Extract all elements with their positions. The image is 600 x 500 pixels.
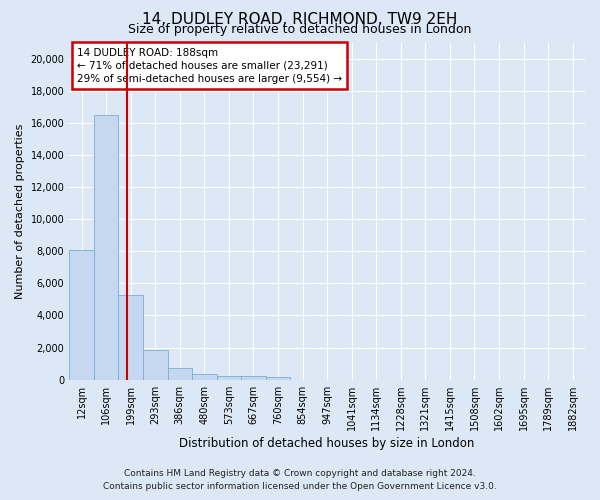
Bar — [94, 115, 118, 380]
Bar — [192, 374, 217, 380]
Y-axis label: Number of detached properties: Number of detached properties — [15, 124, 25, 299]
Text: Contains HM Land Registry data © Crown copyright and database right 2024.
Contai: Contains HM Land Registry data © Crown c… — [103, 469, 497, 491]
Bar — [118, 294, 143, 380]
Bar — [266, 376, 290, 380]
Bar — [167, 368, 192, 380]
Text: Size of property relative to detached houses in London: Size of property relative to detached ho… — [128, 22, 472, 36]
Bar — [217, 376, 241, 380]
Bar — [241, 376, 266, 380]
X-axis label: Distribution of detached houses by size in London: Distribution of detached houses by size … — [179, 437, 475, 450]
Bar — [143, 350, 167, 380]
Bar — [69, 250, 94, 380]
Text: 14 DUDLEY ROAD: 188sqm
← 71% of detached houses are smaller (23,291)
29% of semi: 14 DUDLEY ROAD: 188sqm ← 71% of detached… — [77, 48, 342, 84]
Text: 14, DUDLEY ROAD, RICHMOND, TW9 2EH: 14, DUDLEY ROAD, RICHMOND, TW9 2EH — [142, 12, 458, 28]
